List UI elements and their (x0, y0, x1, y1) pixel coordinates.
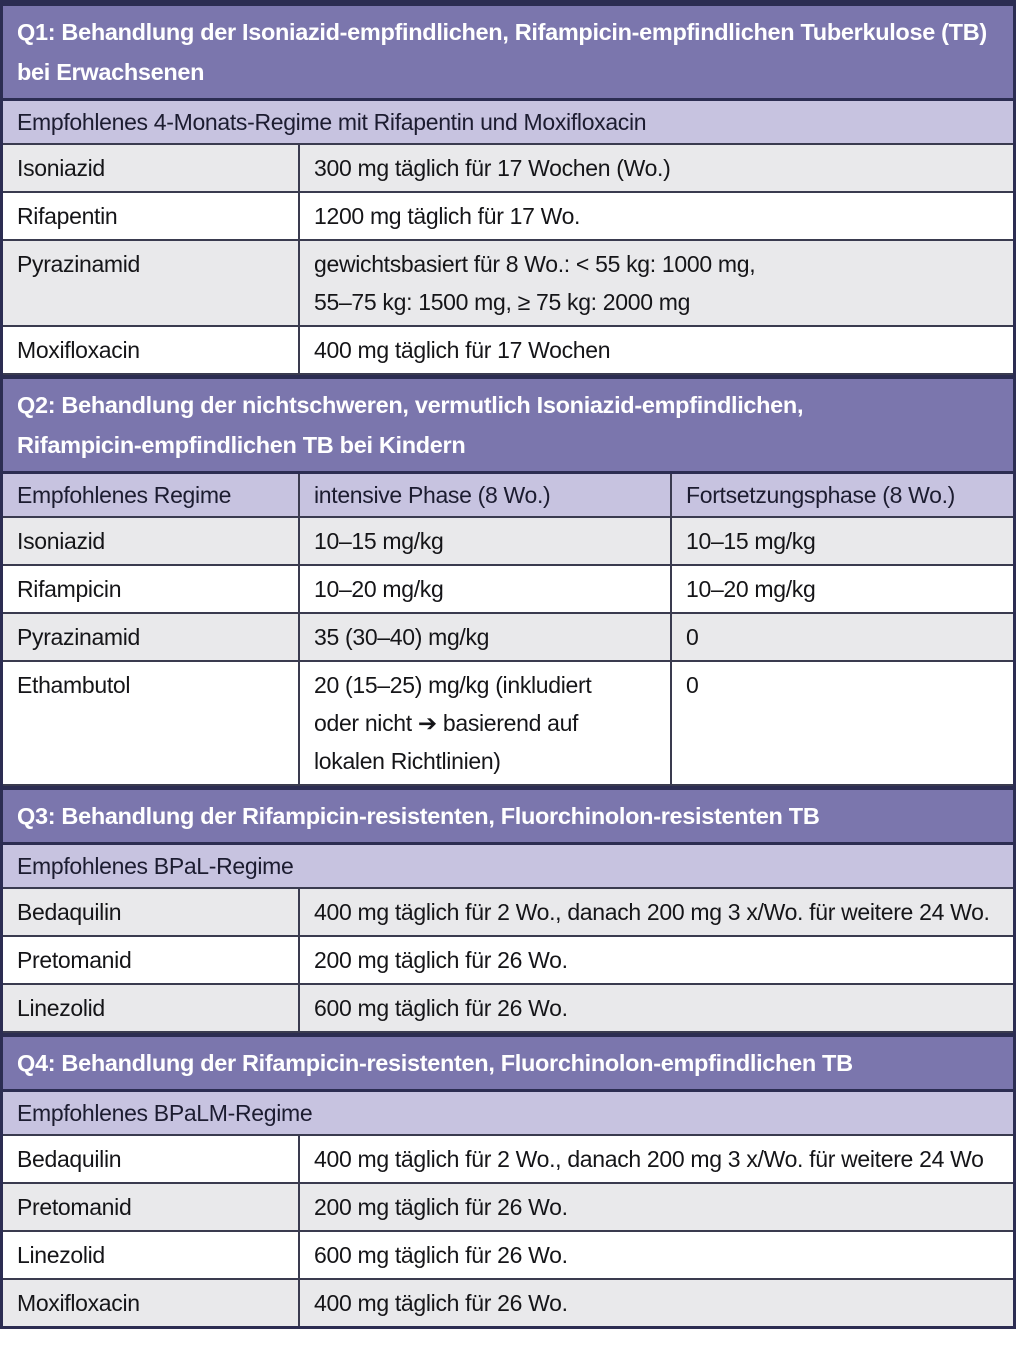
section-q1-subheader: Empfohlenes 4-Monats-Regime mit Rifapent… (3, 101, 1013, 145)
continuation-phase-cell: 0 (670, 614, 1013, 660)
drug-name-cell: Bedaquilin (17, 899, 122, 925)
section-q4-subheader: Empfohlenes BPaLM-Regime (3, 1092, 1013, 1136)
table-row: Pyrazinamid 35 (30–40) mg/kg 0 (3, 614, 1013, 662)
drug-name-cell: Pyrazinamid (17, 251, 141, 277)
table-row: Pretomanid 200 mg täglich für 26 Wo. (3, 1184, 1013, 1232)
section-q3: Q3: Behandlung der Rifampicin-resistente… (3, 786, 1013, 1033)
dose-cell: 200 mg täglich für 26 Wo. (298, 1184, 1013, 1230)
intensive-phase-cell: 10–20 mg/kg (298, 566, 670, 612)
drug-name-cell: Moxifloxacin (17, 1290, 140, 1316)
dose-cell: 400 mg täglich für 2 Wo., danach 200 mg … (298, 1136, 1013, 1182)
section-q3-header: Q3: Behandlung der Rifampicin-resistente… (3, 786, 1013, 845)
section-q2: Q2: Behandlung der nichtschweren, vermut… (3, 375, 1013, 786)
continuation-phase-cell: 10–15 mg/kg (670, 518, 1013, 564)
drug-name-cell: Linezolid (17, 1242, 105, 1268)
drug-name-cell: Pretomanid (17, 947, 132, 973)
drug-name-cell: Pyrazinamid (17, 624, 141, 650)
drug-name-cell: Rifampicin (17, 576, 122, 602)
drug-name-cell: Pretomanid (17, 1194, 132, 1220)
section-q1: Q1: Behandlung der Isoniazid-empfindlich… (3, 6, 1013, 375)
dose-cell: 600 mg täglich für 26 Wo. (298, 985, 1013, 1031)
table-row: Ethambutol 20 (15–25) mg/kg (inkludiert … (3, 662, 1013, 786)
continuation-phase-cell: 0 (670, 662, 1013, 784)
dose-cell: gewichtsbasiert für 8 Wo.: < 55 kg: 1000… (298, 241, 1013, 325)
dose-cell: 1200 mg täglich für 17 Wo. (298, 193, 1013, 239)
column-header: intensive Phase (8 Wo.) (298, 474, 670, 516)
drug-name-cell: Bedaquilin (17, 1146, 122, 1172)
section-q1-header: Q1: Behandlung der Isoniazid-empfindlich… (3, 6, 1013, 101)
dose-cell: 200 mg täglich für 26 Wo. (298, 937, 1013, 983)
drug-name-cell: Isoniazid (17, 155, 105, 181)
table-row: Bedaquilin 400 mg täglich für 2 Wo., dan… (3, 889, 1013, 937)
drug-name-cell: Ethambutol (17, 672, 131, 698)
section-q2-column-header-row: Empfohlenes Regime intensive Phase (8 Wo… (3, 474, 1013, 518)
table-row: Isoniazid 10–15 mg/kg 10–15 mg/kg (3, 518, 1013, 566)
table-row: Bedaquilin 400 mg täglich für 2 Wo., dan… (3, 1136, 1013, 1184)
intensive-phase-cell: 35 (30–40) mg/kg (298, 614, 670, 660)
table-row: Rifapentin 1200 mg täglich für 17 Wo. (3, 193, 1013, 241)
column-header: Fortsetzungsphase (8 Wo.) (670, 474, 1013, 516)
table-row: Linezolid 600 mg täglich für 26 Wo. (3, 1232, 1013, 1280)
drug-name-cell: Rifapentin (17, 203, 118, 229)
table-row: Moxifloxacin 400 mg täglich für 26 Wo. (3, 1280, 1013, 1326)
dose-cell: 400 mg täglich für 26 Wo. (298, 1280, 1013, 1326)
dose-cell: 400 mg täglich für 2 Wo., danach 200 mg … (298, 889, 1013, 935)
dose-cell: 400 mg täglich für 17 Wochen (298, 327, 1013, 373)
section-q2-header: Q2: Behandlung der nichtschweren, vermut… (3, 375, 1013, 474)
intensive-phase-cell: 10–15 mg/kg (298, 518, 670, 564)
intensive-phase-cell: 20 (15–25) mg/kg (inkludiert oder nicht … (298, 662, 670, 784)
drug-name-cell: Isoniazid (17, 528, 105, 554)
table-row: Rifampicin 10–20 mg/kg 10–20 mg/kg (3, 566, 1013, 614)
table-row: Isoniazid 300 mg täglich für 17 Wochen (… (3, 145, 1013, 193)
dose-cell: 300 mg täglich für 17 Wochen (Wo.) (298, 145, 1013, 191)
drug-name-cell: Linezolid (17, 995, 105, 1021)
section-q4: Q4: Behandlung der Rifampicin-resistente… (3, 1033, 1013, 1326)
table-row: Pyrazinamid gewichtsbasiert für 8 Wo.: <… (3, 241, 1013, 327)
section-q4-header: Q4: Behandlung der Rifampicin-resistente… (3, 1033, 1013, 1092)
tb-treatment-table: Q1: Behandlung der Isoniazid-empfindlich… (0, 0, 1016, 1329)
table-row: Moxifloxacin 400 mg täglich für 17 Woche… (3, 327, 1013, 375)
continuation-phase-cell: 10–20 mg/kg (670, 566, 1013, 612)
drug-name-cell: Moxifloxacin (17, 337, 140, 363)
dose-cell: 600 mg täglich für 26 Wo. (298, 1232, 1013, 1278)
section-q3-subheader: Empfohlenes BPaL-Regime (3, 845, 1013, 889)
column-header: Empfohlenes Regime (17, 482, 232, 508)
table-row: Linezolid 600 mg täglich für 26 Wo. (3, 985, 1013, 1033)
table-row: Pretomanid 200 mg täglich für 26 Wo. (3, 937, 1013, 985)
